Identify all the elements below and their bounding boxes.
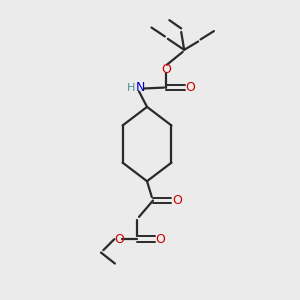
Text: O: O bbox=[114, 233, 124, 246]
Text: O: O bbox=[172, 194, 182, 207]
Text: O: O bbox=[185, 81, 195, 94]
Text: N: N bbox=[136, 81, 145, 94]
Text: H: H bbox=[127, 82, 135, 93]
Text: O: O bbox=[161, 63, 171, 76]
Text: O: O bbox=[155, 233, 165, 246]
